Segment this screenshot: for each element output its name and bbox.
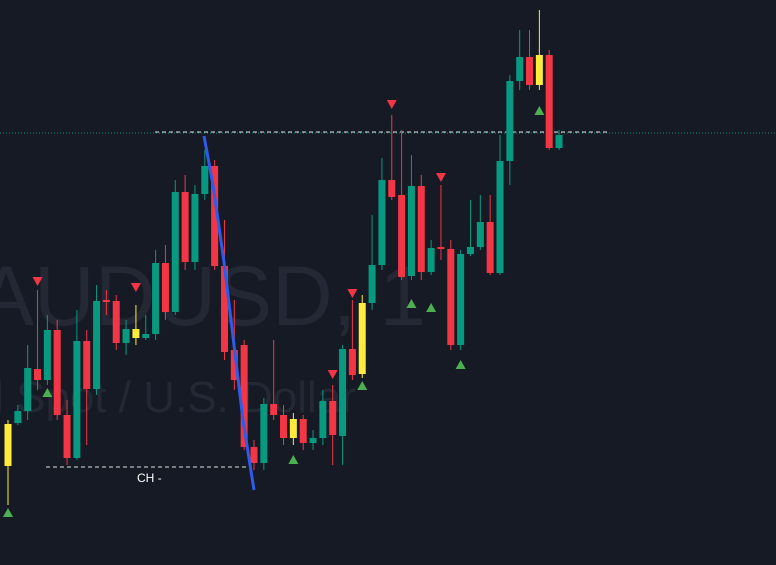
plot xyxy=(0,10,776,517)
candle-body xyxy=(447,249,455,345)
candle-body xyxy=(181,192,189,262)
candle-body xyxy=(388,180,396,197)
candle-body xyxy=(63,415,71,458)
candle-body xyxy=(4,424,12,466)
candle-body xyxy=(220,266,228,352)
candle-body xyxy=(299,419,307,443)
candle-body xyxy=(427,248,435,272)
candle-body xyxy=(260,404,268,463)
sell-signal xyxy=(32,277,43,286)
candle-body xyxy=(496,161,504,273)
candle-body xyxy=(250,447,258,463)
candle-body xyxy=(407,186,415,276)
candle-body xyxy=(555,135,563,148)
candle-body xyxy=(14,411,22,423)
sell-signal xyxy=(386,100,397,109)
candle-body xyxy=(348,349,356,375)
candle-body xyxy=(289,419,297,438)
sell-signal xyxy=(347,289,358,298)
candle-body xyxy=(43,330,51,380)
candle-body xyxy=(309,438,317,443)
candle-body xyxy=(161,263,169,312)
candle-body xyxy=(398,195,406,277)
ch-label: CH - xyxy=(137,471,162,485)
candle-body xyxy=(53,330,61,415)
candle-body xyxy=(34,369,42,380)
buy-signal xyxy=(534,106,545,115)
candle-body xyxy=(486,222,494,273)
candle-body xyxy=(171,192,179,312)
candle-body xyxy=(152,263,160,334)
candle-body xyxy=(122,329,130,343)
candle-body xyxy=(545,55,553,148)
candle-body xyxy=(132,329,140,338)
buy-signal xyxy=(42,388,53,397)
candle-body xyxy=(535,55,543,85)
candle-body xyxy=(112,301,120,343)
buy-signal xyxy=(357,381,368,390)
candle-body xyxy=(319,401,327,438)
candle-body xyxy=(457,254,465,345)
candle-body xyxy=(368,265,376,303)
candle-body xyxy=(73,341,81,458)
candle-body xyxy=(466,247,474,254)
sell-signal xyxy=(130,283,141,292)
candle-body xyxy=(506,81,514,161)
buy-signal xyxy=(3,508,13,517)
candle-body xyxy=(191,194,199,262)
candle-body xyxy=(437,247,445,249)
candle-body xyxy=(102,300,110,302)
candle-body xyxy=(329,401,337,435)
candle-body xyxy=(516,57,524,81)
candle-body xyxy=(93,301,101,389)
candle-body xyxy=(201,166,209,194)
trend-line xyxy=(202,135,256,491)
candle-body xyxy=(240,345,248,447)
candle-body xyxy=(280,415,288,438)
candle-body xyxy=(358,303,366,374)
buy-signal xyxy=(406,299,417,308)
candle-body xyxy=(270,404,278,415)
candle-body xyxy=(142,334,150,338)
sell-signal xyxy=(435,173,446,182)
candle-body xyxy=(378,180,386,265)
buy-signal xyxy=(426,303,437,312)
buy-signal xyxy=(455,360,466,369)
candle-body xyxy=(417,186,425,272)
sell-signal xyxy=(327,370,338,379)
candle-body xyxy=(83,341,91,389)
watermark-subtitle: l Spot / U.S. Dollar xyxy=(0,373,356,422)
candle-body xyxy=(211,166,219,266)
candle-body xyxy=(476,222,484,247)
buy-signal xyxy=(288,455,299,464)
candle-body xyxy=(230,350,238,380)
candle-body xyxy=(339,349,347,436)
candle-body xyxy=(526,57,534,85)
candle-body xyxy=(24,368,32,411)
